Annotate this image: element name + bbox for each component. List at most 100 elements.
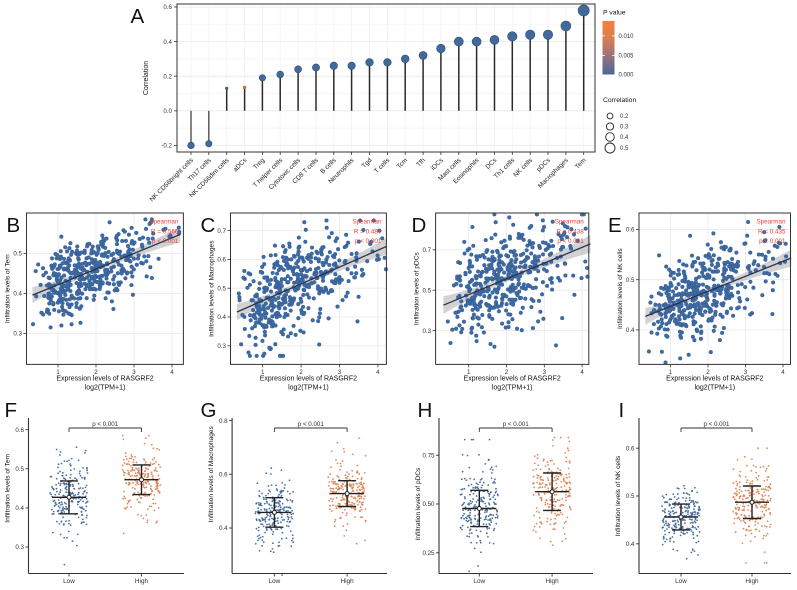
svg-text:Infiltration levels of Macroph: Infiltration levels of Macrophages	[209, 240, 216, 337]
svg-text:Infiltration levels of NK cell: Infiltration levels of NK cells	[615, 455, 622, 536]
svg-text:0.3: 0.3	[15, 544, 24, 551]
svg-text:0.4: 0.4	[163, 39, 172, 46]
svg-text:Infiltration levels of NK cell: Infiltration levels of NK cells	[617, 248, 624, 329]
svg-text:0.75: 0.75	[422, 452, 435, 459]
svg-text:0.7: 0.7	[422, 247, 431, 254]
svg-text:0.6: 0.6	[217, 257, 226, 264]
svg-text:p < 0.001: p < 0.001	[557, 238, 584, 245]
svg-text:0.25: 0.25	[422, 550, 435, 557]
svg-text:0.7: 0.7	[217, 228, 226, 235]
svg-text:R = 0.487: R = 0.487	[354, 228, 382, 235]
svg-text:E: E	[608, 214, 622, 237]
svg-text:DCs: DCs	[485, 156, 499, 170]
svg-text:0.2: 0.2	[163, 73, 172, 80]
svg-text:0.3: 0.3	[13, 331, 22, 338]
svg-text:1: 1	[56, 369, 60, 376]
svg-text:P value: P value	[603, 10, 626, 17]
svg-text:H: H	[418, 399, 433, 422]
svg-text:0.6: 0.6	[626, 227, 635, 234]
svg-text:p < 0.001: p < 0.001	[704, 421, 731, 428]
svg-text:C: C	[201, 214, 216, 237]
svg-text:0.6: 0.6	[163, 4, 172, 11]
svg-text:Correlation: Correlation	[143, 61, 150, 95]
svg-text:1: 1	[261, 369, 265, 376]
svg-text:0.5: 0.5	[626, 493, 635, 500]
svg-text:2: 2	[706, 369, 710, 376]
svg-text:0.010: 0.010	[619, 34, 635, 40]
svg-text:4: 4	[781, 369, 785, 376]
svg-text:High: High	[546, 578, 560, 585]
svg-text:2: 2	[94, 369, 98, 376]
svg-text:0.4: 0.4	[217, 314, 226, 321]
svg-text:Infiltration levels of Tem: Infiltration levels of Tem	[5, 254, 12, 323]
svg-text:G: G	[201, 399, 217, 422]
svg-text:Tfh: Tfh	[415, 157, 427, 169]
svg-text:I: I	[619, 399, 625, 422]
svg-text:0.4: 0.4	[13, 291, 22, 298]
svg-text:Treg: Treg	[252, 157, 267, 172]
svg-text:4: 4	[580, 369, 584, 376]
svg-text:Low: Low	[63, 578, 75, 585]
svg-text:Low: Low	[269, 578, 281, 585]
svg-text:0.50: 0.50	[422, 501, 435, 508]
svg-text:0.5: 0.5	[217, 285, 226, 292]
svg-text:aDCs: aDCs	[232, 156, 249, 173]
svg-text:Spearman: Spearman	[756, 219, 786, 226]
svg-text:2: 2	[299, 369, 303, 376]
svg-text:Spearman: Spearman	[352, 219, 382, 226]
svg-text:iDCs: iDCs	[430, 156, 445, 171]
svg-text:F: F	[5, 399, 18, 422]
svg-text:Low: Low	[473, 578, 485, 585]
svg-text:0.5: 0.5	[620, 146, 629, 152]
svg-text:2: 2	[505, 369, 509, 376]
svg-text:log2(TPM+1): log2(TPM+1)	[492, 385, 533, 392]
svg-text:0.8: 0.8	[219, 418, 228, 425]
svg-text:0.6: 0.6	[219, 472, 228, 479]
svg-text:High: High	[135, 578, 149, 585]
svg-text:1: 1	[669, 369, 673, 376]
svg-text:3: 3	[744, 369, 748, 376]
svg-text:p < 0.001: p < 0.001	[152, 238, 179, 245]
svg-text:0.3: 0.3	[217, 343, 226, 350]
svg-text:Expression levels of RASGRF2: Expression levels of RASGRF2	[56, 376, 153, 383]
svg-text:0.4: 0.4	[626, 327, 635, 334]
svg-text:Infiltration levels of pDCs: Infiltration levels of pDCs	[415, 467, 422, 541]
svg-text:0.6: 0.6	[15, 427, 24, 434]
svg-text:Tcm: Tcm	[396, 157, 409, 170]
svg-text:0.4: 0.4	[15, 505, 24, 512]
svg-text:log2(TPM+1): log2(TPM+1)	[288, 385, 329, 392]
svg-text:0.5: 0.5	[422, 287, 431, 294]
svg-text:0.4: 0.4	[219, 525, 228, 532]
svg-text:0.0: 0.0	[163, 108, 172, 115]
svg-text:log2(TPM+1): log2(TPM+1)	[85, 385, 126, 392]
svg-text:D: D	[412, 214, 427, 237]
svg-text:1: 1	[467, 369, 471, 376]
svg-text:0.5: 0.5	[626, 277, 635, 284]
svg-text:0.2: 0.2	[620, 114, 629, 120]
svg-text:0.4: 0.4	[620, 135, 629, 141]
svg-text:0.5: 0.5	[13, 251, 22, 258]
svg-text:Correlation: Correlation	[603, 97, 636, 104]
svg-text:p < 0.001: p < 0.001	[355, 238, 382, 245]
svg-text:0.3: 0.3	[422, 328, 431, 335]
svg-text:p < 0.001: p < 0.001	[503, 421, 530, 428]
svg-text:NK cells: NK cells	[512, 156, 534, 178]
svg-text:4: 4	[170, 369, 174, 376]
svg-text:Expression levels of RASGRF2: Expression levels of RASGRF2	[260, 376, 357, 383]
svg-text:3: 3	[543, 369, 547, 376]
svg-text:Infiltration levels of Tem: Infiltration levels of Tem	[5, 453, 12, 522]
svg-text:R = 0.566: R = 0.566	[151, 228, 179, 235]
svg-text:0.5: 0.5	[15, 466, 24, 473]
svg-text:Infiltration levels of Macroph: Infiltration levels of Macrophages	[208, 425, 215, 522]
svg-text:3: 3	[132, 369, 136, 376]
svg-text:Tem: Tem	[574, 157, 588, 171]
svg-text:-0.2: -0.2	[161, 143, 172, 150]
svg-text:p < 0.001: p < 0.001	[298, 421, 325, 428]
svg-text:Low: Low	[675, 578, 687, 585]
svg-text:0.3: 0.3	[620, 125, 629, 131]
svg-text:T cells: T cells	[373, 156, 392, 175]
svg-text:p < 0.001: p < 0.001	[92, 421, 119, 428]
svg-text:0.6: 0.6	[626, 445, 635, 452]
svg-text:R = 0.435: R = 0.435	[758, 228, 786, 235]
svg-text:0.000: 0.000	[619, 72, 635, 78]
